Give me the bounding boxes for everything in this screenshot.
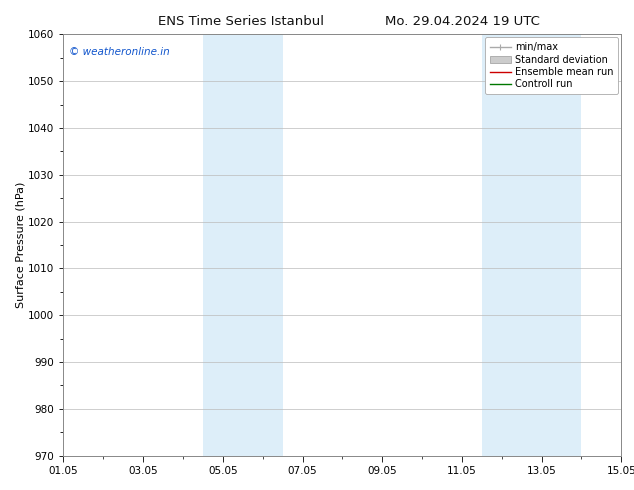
Text: © weatheronline.in: © weatheronline.in	[69, 47, 170, 57]
Bar	[482, 34, 581, 456]
Legend: min/max, Standard deviation, Ensemble mean run, Controll run: min/max, Standard deviation, Ensemble me…	[485, 37, 618, 94]
Bar	[203, 34, 283, 456]
Text: ENS Time Series Istanbul: ENS Time Series Istanbul	[158, 15, 324, 28]
Text: Mo. 29.04.2024 19 UTC: Mo. 29.04.2024 19 UTC	[385, 15, 540, 28]
Y-axis label: Surface Pressure (hPa): Surface Pressure (hPa)	[15, 182, 25, 308]
